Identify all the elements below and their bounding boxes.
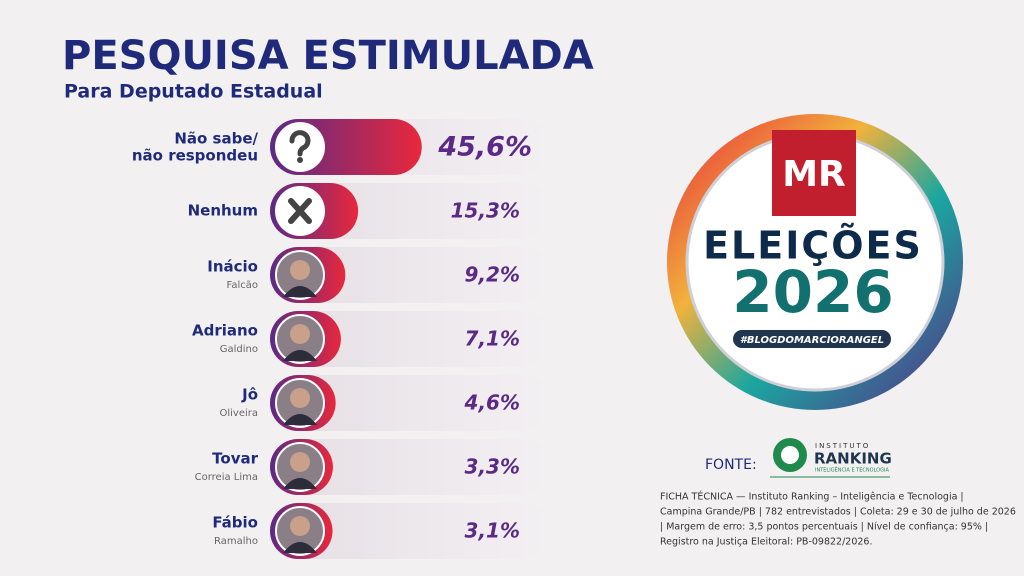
note-line: | Margem de erro: 3,5 pontos percentuais…	[660, 522, 988, 533]
logo-line2: 2026	[732, 258, 893, 326]
logo-box	[772, 130, 856, 216]
subtitle: Para Deputado Estadual	[64, 81, 323, 103]
row-pill	[270, 311, 552, 367]
value-label: 7,1%	[465, 327, 520, 351]
category-sublabel: Galdino	[220, 344, 258, 355]
note-line: Registro na Justiça Eleitoral: PB-09822/…	[660, 537, 873, 548]
avatar	[275, 122, 325, 172]
bars: 45,6% Não sabe/não respondeu 15,3% Nenhum 9,…	[132, 119, 552, 559]
logo-mark: MR	[782, 154, 846, 195]
value-label: 3,3%	[465, 455, 520, 479]
value-label: 4,6%	[464, 391, 520, 415]
avatar-head	[290, 260, 310, 280]
category-sublabel: Correia Lima	[195, 472, 258, 483]
avatar-body	[283, 478, 317, 489]
row-pill	[270, 375, 552, 431]
note-line: FICHA TÉCNICA — Instituto Ranking – Inte…	[660, 491, 964, 503]
category-sublabel: não respondeu	[132, 147, 258, 165]
logo-tag: #BLOGDOMARCIORANGEL	[740, 335, 884, 346]
avatar-head	[290, 452, 310, 472]
question-icon	[289, 130, 311, 157]
source-icon-inner	[781, 446, 799, 464]
category-sublabel: Falcão	[227, 280, 258, 291]
avatar-body	[283, 286, 317, 297]
avatar-body	[283, 542, 317, 553]
avatar-body	[283, 414, 317, 425]
row-pill	[270, 503, 552, 559]
avatar-head	[290, 516, 310, 536]
x-icon	[288, 198, 312, 224]
avatar-head	[290, 324, 310, 344]
logo: MR ELEIÇÕES 2026 #BLOGDOMARCIORANGEL	[667, 114, 963, 410]
logo-line1: ELEIÇÕES	[703, 224, 923, 268]
avatar-body	[283, 350, 317, 361]
source-name: RANKING	[814, 450, 892, 468]
category-label: Fábio	[212, 514, 258, 532]
logo-tag-bg	[733, 330, 891, 348]
source-label: FONTE:	[705, 457, 757, 473]
category-label: Jô	[241, 386, 258, 404]
source-small: INSTITUTO	[815, 442, 870, 450]
note-line: Campina Grande/PB | 782 entrevistados | …	[660, 507, 1016, 518]
question-dot	[297, 157, 303, 163]
category-label: Adriano	[192, 322, 258, 340]
category-sublabel: Oliveira	[219, 408, 258, 419]
source-tagline: INTELIGÊNCIA E TECNOLOGIA	[815, 466, 889, 474]
category-label: Inácio	[207, 258, 258, 276]
category-label: Nenhum	[188, 202, 258, 220]
avatar-head	[290, 388, 310, 408]
value-label: 15,3%	[451, 199, 520, 223]
row-pill	[270, 439, 552, 495]
value-label: 9,2%	[465, 263, 520, 287]
value-label: 3,1%	[465, 519, 520, 543]
value-label: 45,6%	[437, 132, 532, 163]
category-sublabel: Ramalho	[214, 536, 258, 547]
title: PESQUISA ESTIMULADA	[62, 33, 594, 79]
category-label: Tovar	[212, 450, 258, 468]
category-label: Não sabe/	[174, 130, 258, 148]
